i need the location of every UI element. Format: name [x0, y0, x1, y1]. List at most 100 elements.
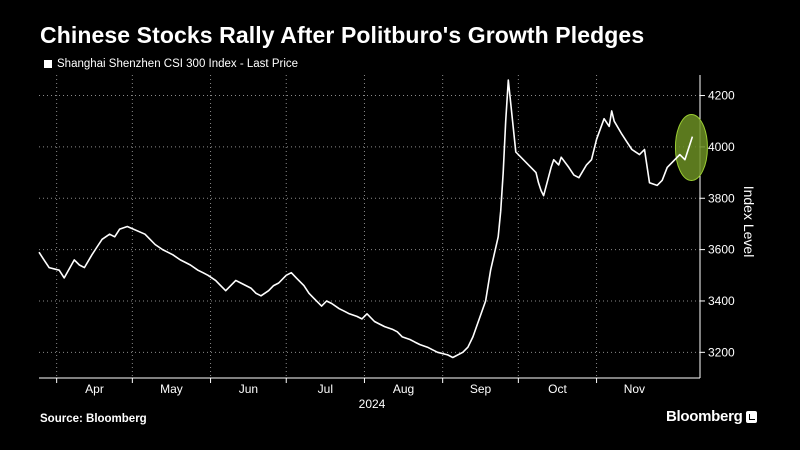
data-point	[268, 290, 270, 292]
data-point	[343, 310, 345, 312]
y-tick-label: 3200	[708, 345, 735, 359]
source-note: Source: Bloomberg	[40, 413, 147, 425]
data-point	[608, 126, 610, 128]
x-axis-label: 2024	[359, 397, 386, 411]
data-point	[419, 344, 421, 346]
data-point	[338, 308, 340, 310]
data-point	[684, 159, 686, 161]
x-tick-label: Oct	[548, 382, 567, 396]
data-point	[313, 298, 315, 300]
data-point	[437, 352, 439, 354]
data-point	[507, 79, 509, 81]
data-point	[43, 259, 45, 261]
data-point	[273, 285, 275, 287]
data-point	[296, 277, 298, 279]
data-point	[235, 280, 237, 282]
data-point	[692, 136, 694, 138]
data-point	[326, 300, 328, 302]
data-point	[349, 313, 351, 315]
legend-label: Shanghai Shenzhen CSI 300 Index - Last P…	[57, 58, 299, 70]
data-point	[613, 120, 615, 122]
legend: Shanghai Shenzhen CSI 300 Index - Last P…	[44, 58, 298, 70]
data-point	[215, 280, 217, 282]
x-tick-label: Sep	[470, 382, 492, 396]
data-point	[167, 251, 169, 253]
data-point	[578, 177, 580, 179]
data-point	[379, 323, 381, 325]
data-point	[674, 159, 676, 161]
data-point	[127, 226, 129, 228]
data-point	[540, 190, 542, 192]
y-axis-label: Index Level	[741, 186, 757, 258]
data-point	[414, 341, 416, 343]
data-point	[250, 287, 252, 289]
data-point	[639, 154, 641, 156]
data-point	[58, 269, 60, 271]
chart-title: Chinese Stocks Rally After Politburo's G…	[40, 22, 645, 48]
data-point	[497, 236, 499, 238]
data-point	[485, 300, 487, 302]
data-point	[361, 318, 363, 320]
data-point	[331, 303, 333, 305]
data-point	[109, 233, 111, 235]
data-point	[285, 274, 287, 276]
data-point	[278, 282, 280, 284]
data-point	[144, 233, 146, 235]
data-point	[401, 336, 403, 338]
data-point	[502, 172, 504, 174]
x-tick-label: Aug	[393, 382, 414, 396]
brand-icon	[746, 410, 758, 423]
data-point	[119, 228, 121, 230]
data-point	[452, 357, 454, 359]
data-point	[321, 305, 323, 307]
y-tick-label: 4000	[708, 140, 735, 154]
data-point	[505, 120, 507, 122]
data-point	[409, 339, 411, 341]
highlight-ellipse	[674, 113, 708, 181]
legend-swatch	[44, 60, 52, 68]
data-point	[384, 326, 386, 328]
data-point	[621, 133, 623, 135]
data-point	[432, 349, 434, 351]
data-point	[679, 154, 681, 156]
data-point	[91, 254, 93, 256]
x-tick-label: Apr	[85, 382, 104, 396]
data-point	[515, 151, 517, 153]
data-point	[535, 172, 537, 174]
data-point	[543, 195, 545, 197]
x-tick-label: Jun	[239, 382, 258, 396]
data-point	[611, 110, 613, 112]
data-point	[558, 164, 560, 166]
data-point	[591, 159, 593, 161]
data-point	[649, 182, 651, 184]
data-point	[179, 259, 181, 261]
data-point	[573, 174, 575, 176]
data-point	[462, 352, 464, 354]
brand-name: Bloomberg	[666, 408, 743, 425]
data-point	[626, 141, 628, 143]
data-point	[207, 274, 209, 276]
data-point	[586, 164, 588, 166]
data-point	[560, 156, 562, 158]
data-point	[225, 290, 227, 292]
x-tick-label: Jul	[318, 382, 333, 396]
data-point	[197, 269, 199, 271]
data-point	[656, 185, 658, 187]
data-point	[366, 313, 368, 315]
data-point	[447, 354, 449, 356]
data-point	[38, 251, 40, 253]
data-point	[202, 272, 204, 274]
data-point	[48, 267, 50, 269]
data-point	[644, 149, 646, 151]
data-point	[190, 264, 192, 266]
data-point	[162, 249, 164, 251]
data-point	[631, 149, 633, 151]
x-tick-label: May	[160, 382, 183, 396]
data-point	[500, 210, 502, 212]
data-point	[661, 179, 663, 181]
data-point	[114, 236, 116, 238]
y-tick-label: 3800	[708, 191, 735, 205]
data-point	[553, 159, 555, 161]
brand-logo: Bloomberg	[666, 408, 758, 425]
